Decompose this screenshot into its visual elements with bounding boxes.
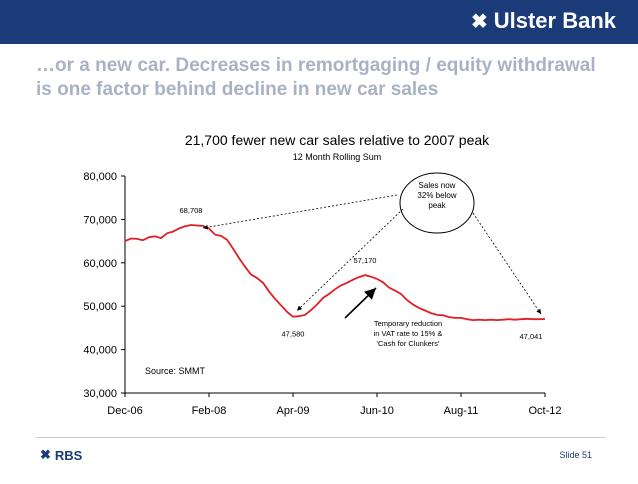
rbs-mark-icon: ✖ <box>40 447 51 462</box>
y-tick-label: 80,000 <box>83 171 117 183</box>
rbs-logo-text: RBS <box>54 447 83 463</box>
slide-number: Slide 51 <box>559 450 592 460</box>
y-tick-label: 30,000 <box>83 388 117 400</box>
data-label: 68,708 <box>180 206 203 215</box>
callout-ellipse <box>399 172 475 234</box>
series-layer <box>124 224 546 322</box>
slide-title: …or a new car. Decreases in remortgaging… <box>36 55 596 100</box>
header-bar: ✖ Ulster Bank <box>0 0 638 44</box>
y-tick-label: 50,000 <box>83 301 117 313</box>
callout-text: Sales now 32% below peak <box>417 181 456 210</box>
ulster-bank-logo: ✖ Ulster Bank <box>471 8 616 34</box>
chart-title: 21,700 fewer new car sales relative to 2… <box>185 132 490 148</box>
y-tick-label: 70,000 <box>83 214 117 226</box>
y-tick-label: 60,000 <box>83 258 117 270</box>
bank-mark-icon: ✖ <box>470 10 488 33</box>
rbs-logo: ✖ RBS <box>40 447 82 463</box>
data-label: 47,041 <box>520 332 543 341</box>
x-tick-label: Aug-11 <box>444 405 479 417</box>
chart-axes: 80,000 70,000 60,000 50,000 40,000 30,000 Dec-… <box>83 171 561 417</box>
x-tick-label: Dec-06 <box>107 405 142 417</box>
annotation-arrows <box>202 194 542 319</box>
callout-arrow-to-latest <box>472 212 542 315</box>
y-tick-label: 40,000 <box>83 345 117 357</box>
footer-divider <box>36 437 606 438</box>
chart-subtitle: 12 Month Rolling Sum <box>293 152 382 162</box>
vat-annotation: Temporary reduction in VAT rate to 15% & '… <box>374 319 443 348</box>
vat-annotation-arrow <box>344 287 377 319</box>
callout-bubble: Sales now 32% below peak <box>399 172 475 234</box>
x-tick-label: Oct-12 <box>528 405 561 417</box>
x-tick-label: Feb-08 <box>192 405 227 417</box>
x-tick-label: Apr-09 <box>276 405 309 417</box>
callout-arrow-to-peak <box>202 194 398 230</box>
data-labels-layer: 68,708 47,580 57,170 47,041 <box>180 206 543 341</box>
series-line <box>124 224 546 322</box>
source-note: Source: SMMT <box>145 366 206 376</box>
data-label: 47,580 <box>282 330 305 339</box>
data-label: 57,170 <box>354 256 377 265</box>
x-tick-label: Jun-10 <box>360 405 394 417</box>
callout-arrow-to-trough <box>296 208 404 311</box>
logo-text: Ulster Bank <box>493 8 616 33</box>
